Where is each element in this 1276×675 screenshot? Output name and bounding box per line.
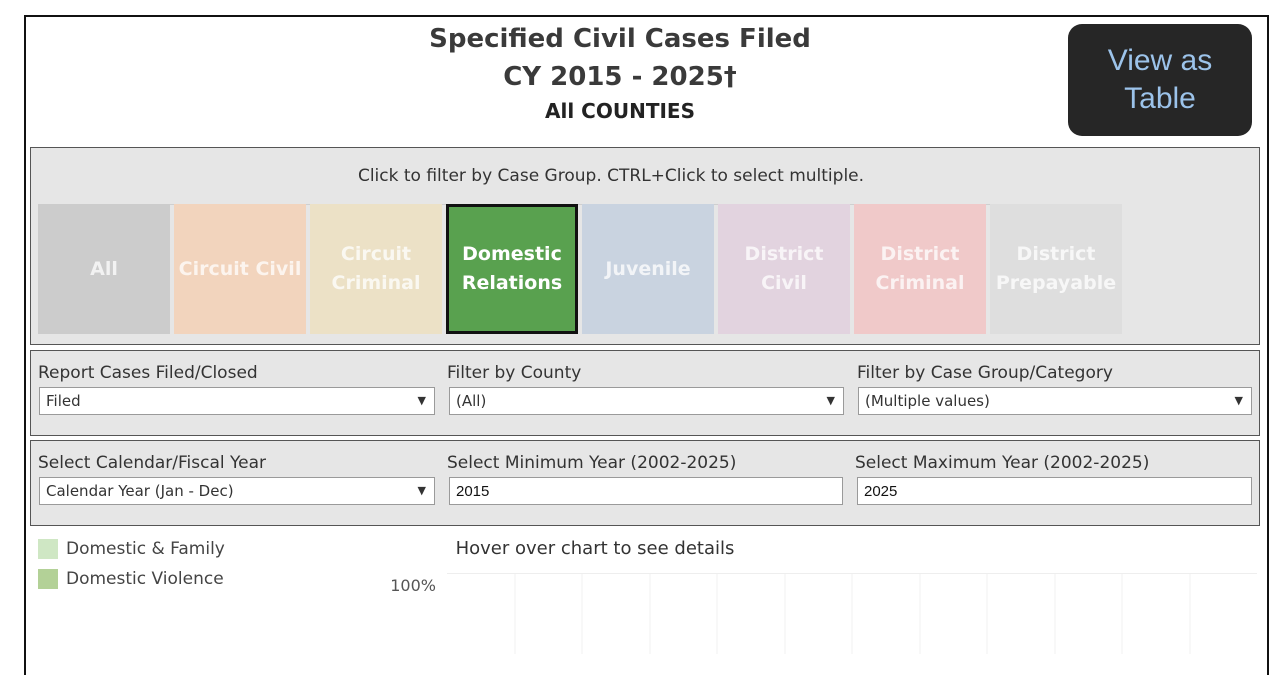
filters-row-2: Select Calendar/Fiscal Year Calendar Yea… — [30, 440, 1260, 526]
view-as-table-label: View as Table — [1107, 44, 1213, 115]
tile-domestic-relations[interactable]: Domestic Relations — [446, 204, 578, 334]
legend-swatch — [38, 569, 58, 589]
view-as-table-button[interactable]: View as Table — [1068, 24, 1252, 136]
tiles-divider — [38, 204, 1119, 205]
chevron-down-icon: ▼ — [417, 484, 426, 497]
year-type-select[interactable]: Calendar Year (Jan - Dec) ▼ — [39, 477, 435, 505]
y-axis-tick-top: 100% — [390, 576, 436, 595]
case-group-tiles: All Circuit Civil Circuit Criminal Domes… — [38, 204, 1126, 334]
case-group-hint: Click to filter by Case Group. CTRL+Clic… — [357, 166, 865, 186]
tile-district-criminal[interactable]: District Criminal — [854, 204, 986, 334]
county-filter-label: Filter by County — [447, 363, 582, 383]
legend-item-domestic-violence[interactable]: Domestic Violence — [38, 569, 224, 589]
legend-swatch — [38, 539, 58, 559]
year-type-label: Select Calendar/Fiscal Year — [38, 453, 267, 473]
title-line-2: CY 2015 - 2025† — [503, 62, 737, 92]
filters-row-1: Report Cases Filed/Closed Filed ▼ Filter… — [30, 350, 1260, 436]
report-cases-select[interactable]: Filed ▼ — [39, 387, 435, 415]
tile-district-civil[interactable]: District Civil — [718, 204, 850, 334]
chevron-down-icon: ▼ — [826, 394, 835, 407]
tile-juvenile[interactable]: Juvenile — [582, 204, 714, 334]
tile-circuit-civil[interactable]: Circuit Civil — [174, 204, 306, 334]
min-year-input[interactable] — [449, 477, 843, 505]
tile-district-prepayable[interactable]: District Prepayable — [990, 204, 1122, 334]
chevron-down-icon: ▼ — [417, 394, 426, 407]
min-year-label: Select Minimum Year (2002-2025) — [447, 453, 737, 473]
tile-circuit-criminal[interactable]: Circuit Criminal — [310, 204, 442, 334]
report-cases-label: Report Cases Filed/Closed — [38, 363, 258, 383]
title-line-1: Specified Civil Cases Filed — [429, 24, 811, 54]
legend-item-domestic-family[interactable]: Domestic & Family — [38, 539, 225, 559]
max-year-label: Select Maximum Year (2002-2025) — [855, 453, 1150, 473]
category-filter-select[interactable]: (Multiple values) ▼ — [858, 387, 1252, 415]
county-filter-select[interactable]: (All) ▼ — [449, 387, 844, 415]
title-line-3: All COUNTIES — [545, 99, 695, 123]
dashboard-frame — [24, 15, 1269, 675]
chevron-down-icon: ▼ — [1234, 394, 1243, 407]
tile-all[interactable]: All — [38, 204, 170, 334]
chart-hover-hint: Hover over chart to see details — [455, 538, 735, 559]
chart-plot-area[interactable] — [447, 573, 1257, 654]
max-year-input[interactable] — [857, 477, 1252, 505]
page-title: Specified Civil Cases Filed CY 2015 - 20… — [0, 20, 1240, 126]
category-filter-label: Filter by Case Group/Category — [857, 363, 1113, 383]
